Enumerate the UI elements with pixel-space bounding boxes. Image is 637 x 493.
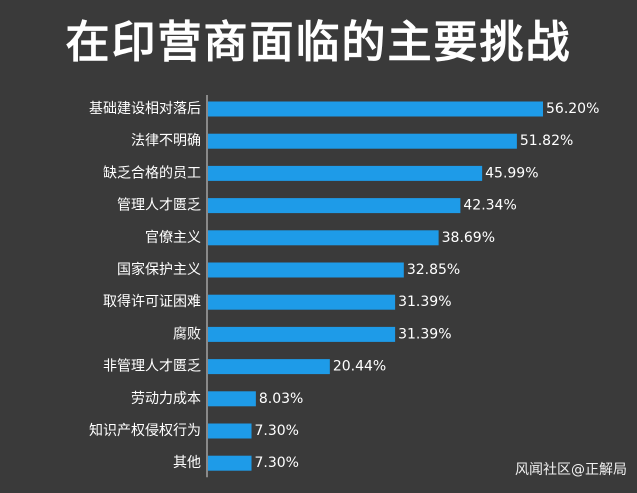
bars-group: 基础建设相对落后 56.20% 法律不明确 51.82% 缺乏合格的员工 45.99% 管理…	[89, 100, 599, 471]
bar-value-label: 8.03%	[259, 391, 303, 407]
category-label: 劳动力成本	[131, 391, 201, 407]
bar	[208, 294, 396, 310]
category-label: 缺乏合格的员工	[103, 165, 201, 181]
watermark: 风闻社区@正解局	[515, 462, 627, 478]
category-label: 取得许可证困难	[103, 293, 201, 310]
category-label: 其他	[173, 455, 201, 471]
bar-value-label: 38.69%	[442, 230, 495, 246]
bar	[208, 391, 256, 407]
bar	[208, 326, 396, 342]
bar-value-label: 51.82%	[520, 133, 573, 149]
bar	[208, 262, 404, 278]
bar-value-label: 42.34%	[463, 198, 516, 214]
bar	[208, 165, 483, 181]
category-label: 法律不明确	[131, 133, 201, 149]
category-label: 知识产权侵权行为	[89, 422, 201, 439]
category-label: 腐败	[173, 325, 201, 342]
bar	[208, 359, 330, 375]
bar-value-label: 7.30%	[255, 423, 299, 439]
category-label: 官僚主义	[145, 230, 201, 246]
category-label: 非管理人才匮乏	[103, 359, 201, 375]
bar	[208, 133, 517, 149]
bar	[208, 455, 252, 471]
chart-title: 在印营商面临的主要挑战	[65, 17, 572, 68]
bar	[208, 230, 439, 246]
category-label: 基础建设相对落后	[89, 100, 201, 117]
category-label: 管理人才匮乏	[117, 198, 201, 214]
bar-value-label: 7.30%	[255, 455, 299, 471]
category-label: 国家保护主义	[117, 261, 201, 278]
bar	[208, 101, 543, 117]
bar-value-label: 32.85%	[407, 262, 460, 278]
bar-value-label: 31.39%	[398, 326, 451, 342]
bar-value-label: 56.20%	[546, 101, 599, 117]
bar	[208, 423, 252, 439]
bar-value-label: 45.99%	[485, 165, 538, 181]
bar-value-label: 31.39%	[398, 294, 451, 310]
bar	[208, 198, 461, 214]
bar-value-label: 20.44%	[333, 359, 386, 375]
